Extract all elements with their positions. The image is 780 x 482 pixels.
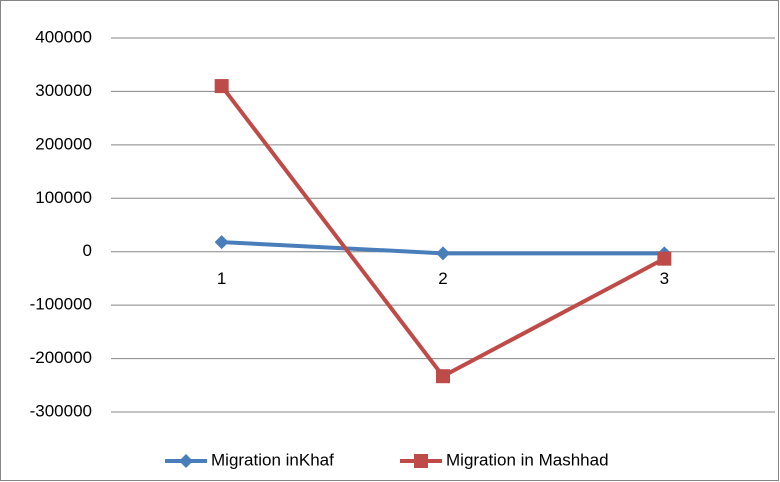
x-tick-label: 3 — [660, 269, 669, 288]
point — [657, 251, 672, 266]
legend-label: Migration inKhaf — [211, 450, 334, 469]
x-tick-label: 2 — [438, 269, 447, 288]
legend-marker — [179, 454, 193, 468]
y-tick-label: 400000 — [35, 27, 92, 46]
y-tick-label: -100000 — [30, 295, 92, 314]
y-tick-label: 200000 — [35, 134, 92, 153]
point — [214, 79, 229, 94]
legend-label: Migration in Mashhad — [446, 450, 609, 469]
y-tick-label: -300000 — [30, 401, 92, 420]
x-tick-label: 1 — [217, 269, 226, 288]
y-tick-label: 0 — [83, 241, 92, 260]
y-tick-label: 300000 — [35, 81, 92, 100]
point — [436, 246, 450, 261]
y-tick-label: -200000 — [30, 348, 92, 367]
point — [436, 369, 450, 384]
legend-marker — [414, 454, 428, 468]
point — [214, 235, 229, 250]
y-tick-label: 100000 — [35, 188, 92, 207]
